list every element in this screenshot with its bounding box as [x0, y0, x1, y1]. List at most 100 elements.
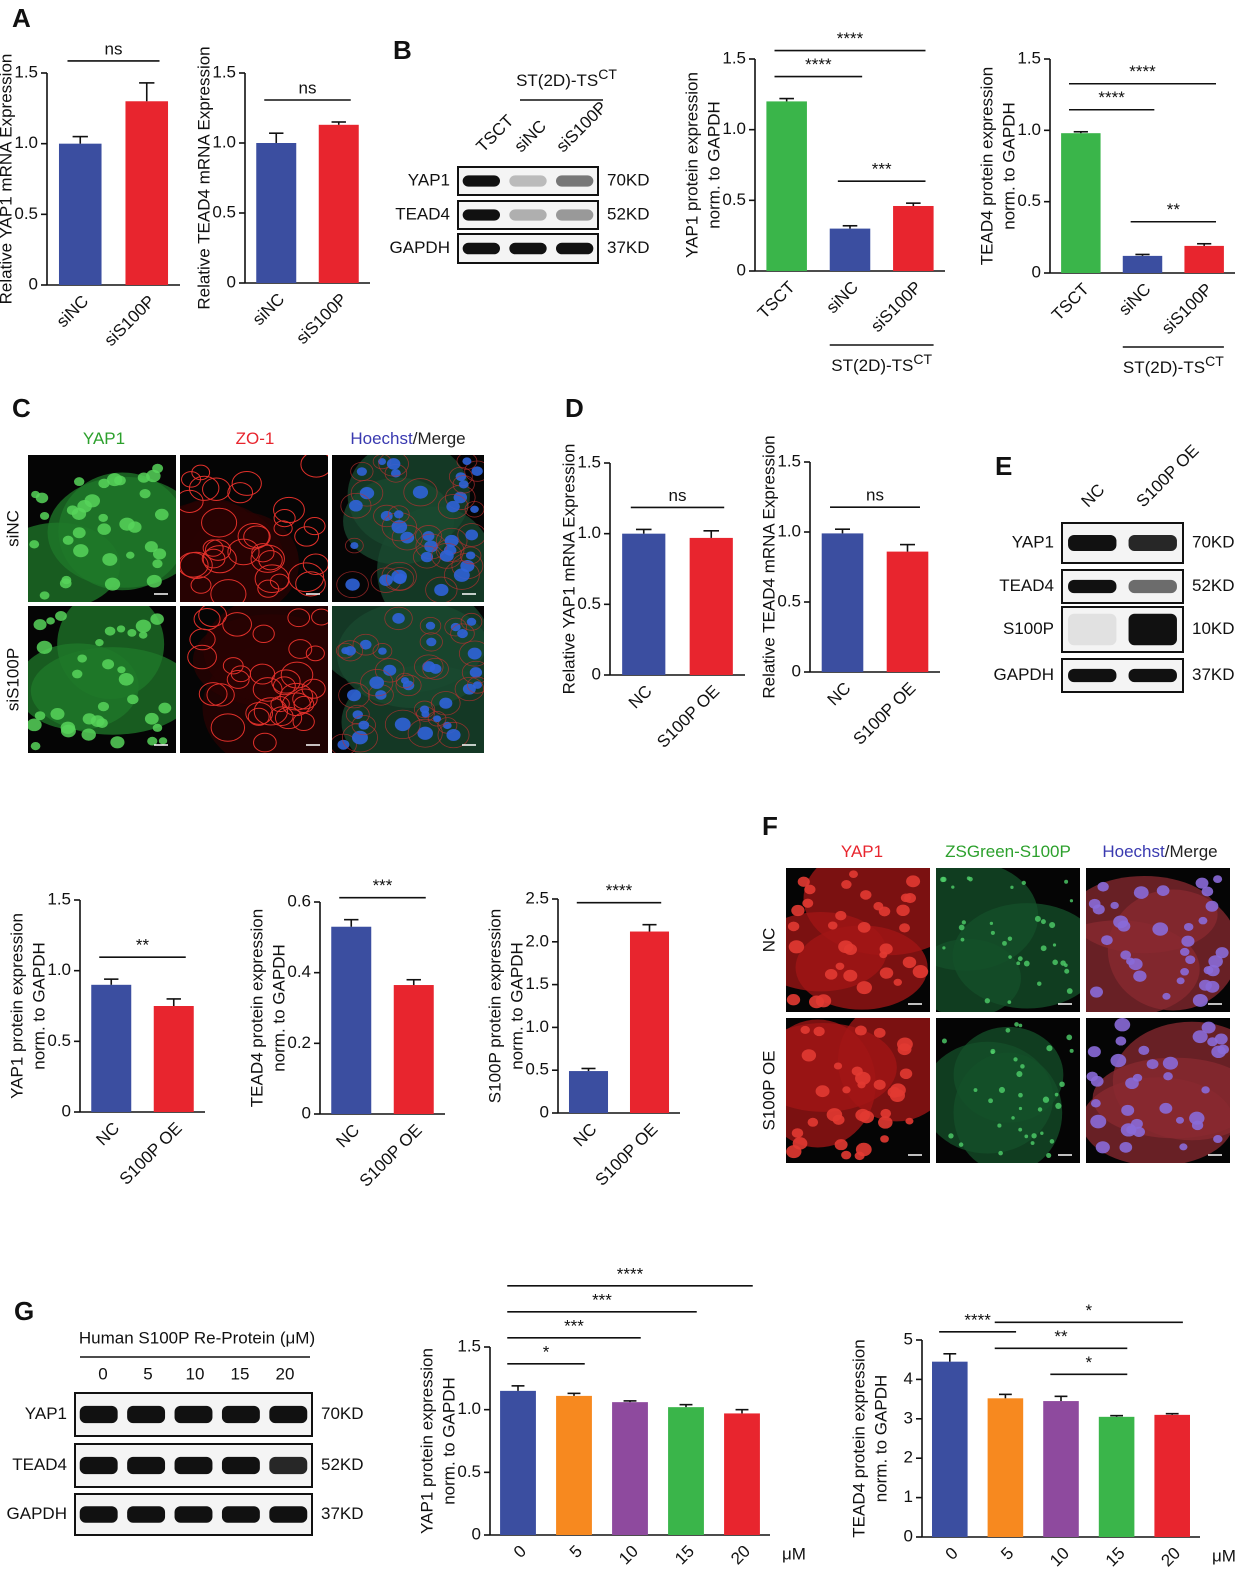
granule [1002, 940, 1007, 946]
granule [1007, 1000, 1012, 1004]
x-tick-label: 15 [671, 1542, 698, 1569]
y-tick-label: 0.6 [287, 891, 311, 910]
micrograph-content [28, 606, 176, 751]
nucleus [469, 667, 483, 678]
granule [1040, 919, 1046, 925]
x-tick-label: 5 [997, 1544, 1017, 1564]
column-header-part: /Merge [1165, 842, 1218, 861]
significance-label: *** [872, 160, 892, 179]
nucleus [827, 921, 838, 930]
cell-border [300, 455, 328, 478]
blot-band [174, 1506, 213, 1523]
y-axis-label: YAP1 protein expression [417, 1348, 436, 1534]
nucleus [1146, 1059, 1159, 1070]
granule [1052, 959, 1058, 966]
nucleus [462, 457, 472, 466]
nucleus [465, 551, 476, 560]
nucleus [146, 469, 161, 483]
y-tick-label: 0.4 [287, 962, 311, 981]
cell-border [419, 632, 443, 652]
cell-border [337, 640, 364, 662]
y-tick-label: 1.5 [577, 452, 601, 471]
significance-label: *** [373, 876, 393, 895]
tissue [332, 606, 484, 694]
bar [668, 1407, 704, 1535]
nucleus [128, 521, 142, 533]
cell-border [202, 539, 224, 557]
blot-band [174, 1456, 213, 1475]
cell-border [437, 494, 469, 520]
nucleus [347, 689, 362, 702]
nucleus [1090, 1099, 1101, 1108]
nucleus [135, 619, 152, 633]
granule [1008, 955, 1012, 959]
bar [568, 1071, 609, 1113]
cell-border [273, 496, 305, 524]
nucleus [117, 666, 126, 674]
nucleus [1163, 1072, 1173, 1081]
granule [948, 1133, 954, 1139]
column-header-part: ZO-1 [236, 429, 275, 448]
y-tick-label: 1.0 [47, 960, 71, 979]
nucleus [425, 621, 436, 630]
nucleus [457, 628, 468, 639]
nucleus [1162, 992, 1171, 1000]
cell-border [253, 732, 277, 753]
tissue [803, 868, 930, 956]
nucleus [824, 969, 838, 980]
blot-band [1128, 579, 1177, 594]
bar [393, 985, 434, 1114]
blot-protein: GAPDH [7, 1504, 67, 1523]
tissue [47, 476, 176, 588]
nucleus [854, 1025, 867, 1036]
x-tick-label: S100P OE [849, 679, 919, 749]
cell-border [201, 507, 238, 538]
nucleus [1198, 916, 1208, 925]
nucleus [1138, 1045, 1150, 1055]
nucleus [904, 893, 916, 904]
granule [1066, 1034, 1073, 1041]
nucleus [1180, 947, 1190, 956]
cell-border [222, 612, 252, 637]
nucleus [439, 697, 453, 709]
blot-band [462, 175, 500, 187]
blot-size: 37KD [321, 1504, 364, 1523]
nucleus [1115, 1036, 1127, 1046]
nucleus [802, 898, 814, 908]
nucleus [1097, 881, 1109, 892]
cell-border [247, 707, 270, 726]
nucleus [351, 730, 368, 745]
bar [987, 1398, 1024, 1537]
lane-label: 15 [231, 1364, 250, 1383]
nucleus [453, 568, 470, 582]
granule [984, 998, 991, 1004]
y-tick-label: 0 [62, 1101, 71, 1120]
nucleus [90, 715, 105, 727]
nucleus [39, 591, 50, 600]
granule [1007, 936, 1013, 941]
y-tick-label: 2 [904, 1448, 913, 1467]
bar [1098, 1416, 1135, 1537]
nucleus [1120, 950, 1132, 960]
blot-size: 10KD [1192, 619, 1235, 638]
y-axis-label: norm. to GAPDH [999, 102, 1018, 230]
granule [989, 921, 994, 925]
x-tick-label: NC [332, 1121, 363, 1152]
nucleus [1088, 898, 1101, 909]
granule [1049, 1139, 1055, 1144]
significance-label: ns [669, 486, 687, 505]
blot-band [127, 1506, 166, 1523]
cell-border [351, 715, 376, 736]
y-tick-label: 1.5 [1017, 48, 1041, 67]
cell-border [345, 704, 370, 725]
cell-border [345, 537, 364, 554]
bar [91, 984, 132, 1112]
granule [1013, 1057, 1018, 1062]
y-axis-label: Relative TEAD4 mRNA Expression [194, 46, 213, 309]
y-tick-label: 2.5 [525, 888, 549, 907]
granule [941, 1038, 947, 1044]
significance-label: * [1085, 1301, 1092, 1320]
nucleus [417, 726, 433, 740]
nucleus [1119, 1141, 1133, 1153]
y-tick-label: 1.0 [14, 133, 38, 152]
